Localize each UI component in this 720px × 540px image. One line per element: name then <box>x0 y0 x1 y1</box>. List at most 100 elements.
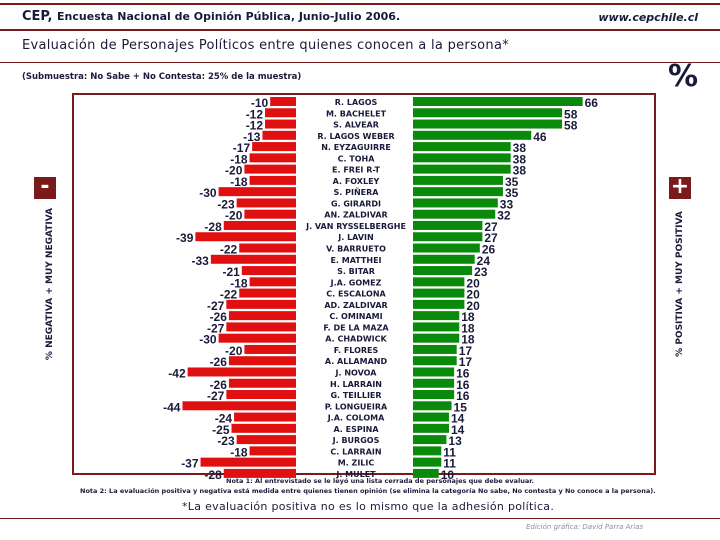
negative-value-label: -20 <box>225 344 243 358</box>
positive-bar <box>413 344 457 354</box>
category-label: E. FREI R-T <box>332 166 380 175</box>
header-bottom-rule <box>0 29 720 31</box>
positive-value-label: 24 <box>477 254 491 268</box>
negative-value-label: -22 <box>220 243 238 257</box>
category-label: F. DE LA MAZA <box>323 323 389 332</box>
footer-rule <box>0 518 720 519</box>
negative-value-label: -18 <box>230 445 248 459</box>
negative-value-label: -25 <box>212 423 230 437</box>
category-label: N. EYZAGUIRRE <box>321 143 391 152</box>
category-label: F. FLORES <box>334 346 379 355</box>
category-label: AN. ZALDIVAR <box>324 211 387 220</box>
negative-bar <box>249 153 296 163</box>
positive-value-label: 18 <box>461 310 475 324</box>
negative-bar <box>244 344 296 354</box>
negative-bar <box>218 333 296 343</box>
category-label: J. MULET <box>335 470 376 479</box>
negative-value-label: -23 <box>217 434 235 448</box>
note-2: Nota 2: La evaluación positiva y negativ… <box>80 487 656 495</box>
negative-bar <box>195 232 296 242</box>
positive-bar <box>413 390 455 400</box>
positive-value-label: 46 <box>533 130 547 144</box>
negative-value-label: -12 <box>246 119 264 133</box>
negative-bar <box>228 378 296 388</box>
positive-value-label: 10 <box>441 468 455 482</box>
negative-bar <box>249 446 296 456</box>
positive-bar <box>413 435 447 445</box>
category-label: J. NOVOA <box>335 368 378 377</box>
positive-bar <box>413 311 460 321</box>
category-label: H. LARRAIN <box>330 380 382 389</box>
negative-value-label: -30 <box>199 186 217 200</box>
positive-bar <box>413 266 473 276</box>
negative-value-label: -18 <box>230 276 248 290</box>
negative-bar <box>223 468 296 478</box>
plus-icon: + <box>669 174 691 199</box>
positive-value-label: 11 <box>443 457 456 471</box>
negative-bar <box>239 243 296 253</box>
category-label: V. BARRUETO <box>326 245 386 254</box>
category-label: J. LAVIN <box>337 233 373 242</box>
category-label: AD. ZALDIVAR <box>324 301 387 310</box>
positive-value-label: 35 <box>505 186 519 200</box>
category-label: A. FOXLEY <box>333 177 380 186</box>
category-label: A. CHADWICK <box>325 335 387 344</box>
positive-value-label: 27 <box>484 220 498 234</box>
negative-value-label: -26 <box>210 378 228 392</box>
positive-bar <box>413 322 460 332</box>
positive-value-label: 17 <box>459 344 473 358</box>
category-label: C. OMINAMI <box>329 312 382 321</box>
positive-bar <box>413 209 496 219</box>
category-label: S. PIÑERA <box>334 187 380 197</box>
positive-value-label: 58 <box>564 119 578 133</box>
category-label: G. GIRARDI <box>331 199 381 208</box>
negative-value-label: -27 <box>207 389 225 403</box>
positive-bar <box>413 367 455 377</box>
negative-bar <box>249 175 296 185</box>
positive-value-label: 38 <box>513 141 527 155</box>
positive-value-label: 14 <box>451 412 465 426</box>
minus-icon: - <box>34 176 56 199</box>
positive-bar <box>413 457 442 467</box>
positive-value-label: 13 <box>448 434 462 448</box>
negative-bar <box>244 209 296 219</box>
negative-bar <box>265 119 296 129</box>
positive-value-label: 32 <box>497 209 511 223</box>
negative-value-label: -26 <box>210 310 228 324</box>
note-1: Nota 1: Al entrevistado se le leyó una l… <box>226 477 534 485</box>
chart-frame <box>72 93 656 475</box>
category-label: J. VAN RYSSELBERGHE <box>305 222 406 231</box>
category-label: R. LAGOS WEBER <box>317 132 394 141</box>
negative-value-label: -37 <box>181 457 199 471</box>
positive-bar <box>413 220 483 230</box>
category-label: C. ESCALONA <box>326 290 386 299</box>
positive-bar <box>413 378 455 388</box>
positive-value-label: 33 <box>500 197 514 211</box>
negative-value-label: -20 <box>225 164 243 178</box>
negative-value-label: -23 <box>217 197 235 211</box>
negative-value-label: -27 <box>207 321 225 335</box>
negative-bar <box>236 435 296 445</box>
positive-value-label: 38 <box>513 152 527 166</box>
negative-bar <box>234 412 296 422</box>
positive-bar <box>413 232 483 242</box>
category-label: C. LARRAIN <box>330 447 381 456</box>
category-label: M. BACHELET <box>326 109 387 118</box>
negative-value-label: -10 <box>251 96 269 110</box>
positive-bar <box>413 198 498 208</box>
positive-value-label: 16 <box>456 389 470 403</box>
positive-bar <box>413 108 563 118</box>
positive-bar <box>413 412 449 422</box>
negative-value-label: -22 <box>220 288 238 302</box>
positive-value-label: 16 <box>456 366 470 380</box>
positive-value-label: 20 <box>466 276 480 290</box>
positive-bar <box>413 175 503 185</box>
positive-bar <box>413 243 480 253</box>
negative-bar <box>187 367 296 377</box>
negative-value-label: -18 <box>230 152 248 166</box>
positive-bar <box>413 277 465 287</box>
positive-bar <box>413 333 460 343</box>
category-label: S. ALVEAR <box>333 121 379 130</box>
positive-value-label: 17 <box>459 355 473 369</box>
positive-value-label: 58 <box>564 107 578 121</box>
